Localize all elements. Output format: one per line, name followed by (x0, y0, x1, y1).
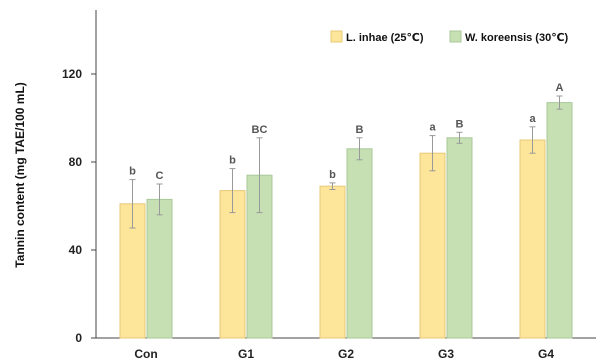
y-tick-label: 80 (69, 155, 83, 169)
x-tick-label: G1 (238, 347, 254, 361)
significance-label: B (456, 118, 464, 130)
y-tick-label: 120 (62, 67, 82, 81)
bar-g3-series-2 (446, 137, 473, 339)
x-ticks: Con G1 G2 G3 G4 (134, 347, 554, 361)
significance-label: a (529, 113, 536, 125)
x-tick-label: G3 (438, 347, 454, 361)
significance-label: b (129, 166, 136, 178)
significance-label: C (156, 170, 164, 182)
significance-label: B (356, 124, 364, 136)
y-tick-label: 40 (69, 243, 83, 257)
bar-con-series-2 (146, 198, 173, 339)
significance-label: a (429, 122, 436, 134)
y-axis-title: Tannin content (mg TAE/100 mL) (13, 82, 27, 268)
axes (95, 10, 596, 339)
legend-label-series-2: W. koreensis (30℃) (465, 32, 569, 44)
legend: L. inhae (25℃) W. koreensis (30℃) (330, 30, 569, 44)
legend-swatch-series-2 (449, 30, 462, 43)
significance-label: b (329, 169, 336, 181)
legend-label-series-1: L. inhae (25℃) (346, 32, 424, 44)
x-tick-label: Con (134, 347, 157, 361)
bar-g3-series-1 (419, 152, 446, 339)
x-tick-label: G4 (538, 347, 554, 361)
bar-g2-series-1 (319, 185, 346, 339)
legend-swatch-series-1 (330, 30, 343, 43)
significance-label: b (229, 155, 236, 167)
bar-g4-series-1 (519, 139, 546, 339)
x-tick-label: G2 (338, 347, 354, 361)
significance-label: A (556, 82, 564, 94)
y-tick-label: 0 (75, 331, 82, 345)
significance-label: BC (252, 124, 268, 136)
bar-g2-series-2 (346, 148, 373, 339)
y-ticks: 0 40 80 120 (62, 67, 96, 345)
bar-g4-series-2 (546, 102, 573, 339)
